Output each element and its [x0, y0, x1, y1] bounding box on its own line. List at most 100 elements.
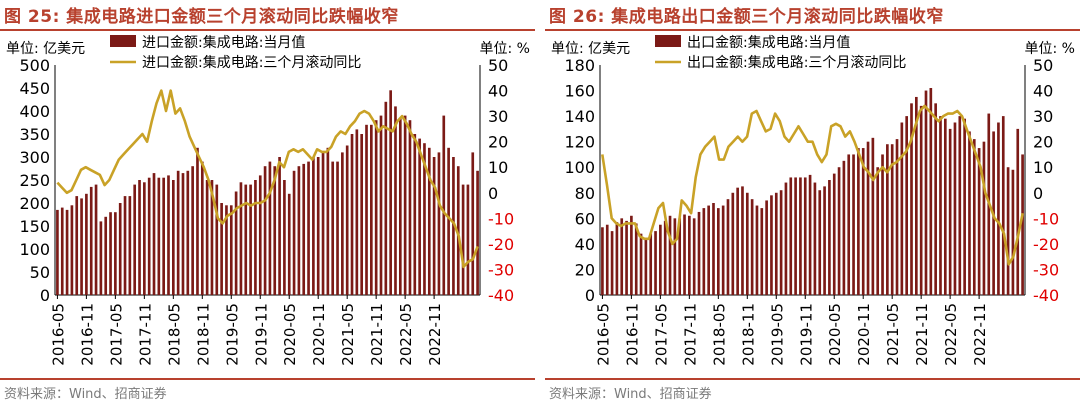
x-tick-label: 2021-11: [913, 303, 931, 366]
bar: [162, 177, 165, 295]
x-tick-label: 2016-05: [49, 303, 67, 366]
legend-line-label: 出口金额:集成电路:三个月滚动同比: [687, 54, 906, 71]
right-tick-label: 20: [1033, 133, 1053, 152]
bar: [476, 170, 479, 295]
figure-26: 图 26: 集成电路出口金额三个月滚动同比跌幅收窄 0 20 40 60 80 100 12…: [545, 0, 1080, 407]
right-tick-label: 50: [488, 56, 508, 75]
left-tick-label: 60: [575, 209, 595, 228]
bar: [1021, 154, 1024, 295]
bar: [948, 128, 952, 295]
left-tick-label: 100: [19, 240, 50, 259]
bar: [1016, 128, 1020, 295]
bar: [176, 170, 180, 295]
bar: [692, 218, 696, 295]
bar: [823, 186, 826, 295]
bar: [360, 134, 364, 295]
right-unit-label: 单位: %: [1025, 41, 1075, 57]
bar: [943, 118, 947, 296]
bar: [620, 218, 624, 295]
bar: [721, 205, 725, 295]
figure-title: 图 25: 集成电路进口金额三个月滚动同比跌幅收窄: [4, 7, 399, 27]
right-tick-label: 50: [1033, 56, 1053, 75]
bar: [225, 205, 228, 295]
bar: [615, 222, 619, 295]
bar: [977, 148, 981, 295]
bar: [852, 154, 855, 295]
bar: [65, 209, 69, 295]
bar: [389, 90, 392, 295]
bar: [171, 180, 175, 295]
bar: [133, 184, 137, 295]
bar: [167, 175, 170, 295]
bar: [972, 139, 976, 295]
bar: [350, 134, 354, 295]
left-tick-label: 120: [564, 133, 595, 152]
x-tick-label: 2019-05: [768, 303, 786, 366]
bar: [630, 215, 633, 295]
source-note: 资料来源：Wind、招商证券: [549, 387, 712, 402]
right-tick-label: 10: [488, 158, 508, 177]
bar: [355, 129, 359, 295]
bar: [803, 177, 807, 295]
bar: [649, 233, 653, 295]
bar: [929, 88, 933, 295]
bar: [934, 103, 937, 295]
right-tick-label: 30: [488, 107, 508, 126]
bar: [601, 227, 604, 295]
bar: [750, 199, 754, 295]
bar: [794, 177, 797, 295]
bar: [837, 167, 841, 295]
bar: [639, 233, 643, 295]
bar: [910, 103, 913, 295]
bar: [461, 184, 465, 295]
bar: [341, 152, 344, 295]
chart-export: 0 20 40 60 80 100 120 140 160 180 -40 -30 -20 -10 0 10 2…: [551, 34, 1075, 366]
bar: [118, 203, 122, 295]
left-tick-label: 140: [564, 107, 595, 126]
right-tick-label: -20: [488, 235, 514, 254]
bar: [832, 173, 836, 295]
bar: [456, 166, 460, 295]
bar: [605, 224, 609, 295]
bar: [263, 166, 267, 295]
bar: [663, 220, 667, 295]
x-tick-label: 2020-05: [826, 303, 844, 366]
x-tick-label: 2020-05: [281, 303, 299, 366]
bar: [1011, 169, 1015, 295]
x-tick-label: 2022-05: [397, 303, 415, 366]
bar: [886, 144, 889, 295]
bar: [326, 147, 330, 295]
bar: [1001, 116, 1005, 295]
bar: [471, 152, 475, 295]
bar: [75, 196, 79, 295]
bar: [297, 166, 301, 295]
x-tick-label: 2019-11: [797, 303, 815, 366]
bar: [403, 115, 407, 295]
figure-title: 图 26: 集成电路出口金额三个月滚动同比跌幅收窄: [549, 7, 944, 27]
bar: [673, 218, 677, 295]
bar: [413, 134, 417, 295]
bar: [731, 192, 735, 295]
bar: [229, 205, 233, 295]
bar: [345, 145, 349, 295]
bar: [427, 147, 431, 295]
bar: [770, 195, 773, 295]
bar: [808, 174, 812, 295]
title-rule: [0, 29, 535, 31]
bar: [866, 141, 870, 295]
x-tick-label: 2022-05: [942, 303, 960, 366]
right-tick-label: -10: [488, 209, 514, 228]
bar: [997, 122, 1000, 295]
bar: [138, 180, 141, 295]
right-tick-label: 40: [488, 82, 508, 101]
bar: [114, 212, 117, 295]
bar: [644, 237, 648, 295]
bar: [760, 208, 764, 295]
bar: [384, 101, 388, 295]
source-note: 资料来源：Wind、招商证券: [4, 387, 167, 402]
bar: [881, 154, 884, 295]
bar: [625, 220, 628, 295]
yoy-line: [601, 104, 1024, 266]
x-tick-label: 2018-11: [194, 303, 212, 366]
bar: [321, 152, 325, 295]
